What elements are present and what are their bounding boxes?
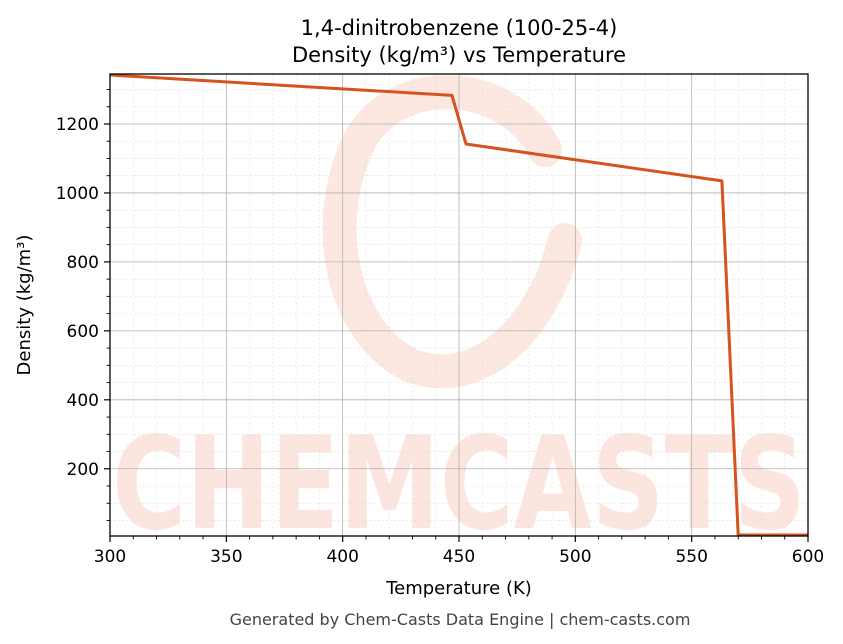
x-tick-label: 350	[210, 547, 242, 567]
series-line-density	[109, 73, 808, 537]
y-tick-label: 800	[67, 253, 99, 273]
x-tick-label: 600	[792, 547, 824, 567]
y-axis-label: Density (kg/m³)	[14, 235, 35, 376]
y-tick-label: 1200	[56, 115, 99, 135]
y-tick-label: 1000	[56, 184, 99, 204]
y-tick-label: 400	[67, 391, 99, 411]
chart-subtitle: Density (kg/m³) vs Temperature	[292, 43, 626, 67]
axis-ticks: 300 350 400 450 500 550 600 200 400 600 800 1000 120…	[56, 89, 824, 567]
chart-title: 1,4-dinitrobenzene (100-25-4)	[301, 16, 618, 40]
plot-area: CHEMCASTS 300 350 400 450 500 550 600200400600…	[56, 73, 824, 567]
y-tick-label: 200	[67, 460, 99, 480]
footer-credit: Generated by Chem-Casts Data Engine | ch…	[230, 610, 691, 629]
y-tick-label: 600	[67, 322, 99, 342]
x-tick-label: 300	[94, 547, 126, 567]
x-tick-label: 400	[326, 547, 358, 567]
series-layer	[109, 73, 808, 537]
x-axis-label: Temperature (K)	[385, 578, 532, 599]
x-tick-label: 500	[559, 547, 591, 567]
x-tick-label: 550	[675, 547, 707, 567]
x-tick-label: 450	[443, 547, 475, 567]
